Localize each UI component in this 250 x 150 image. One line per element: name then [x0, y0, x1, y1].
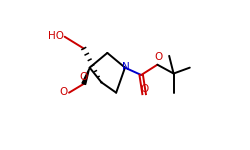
- Text: HO: HO: [48, 31, 64, 41]
- Text: N: N: [122, 62, 130, 72]
- Text: O: O: [60, 87, 68, 97]
- Text: O: O: [140, 84, 148, 94]
- Polygon shape: [82, 68, 90, 84]
- Text: O: O: [79, 72, 87, 82]
- Text: O: O: [154, 52, 162, 63]
